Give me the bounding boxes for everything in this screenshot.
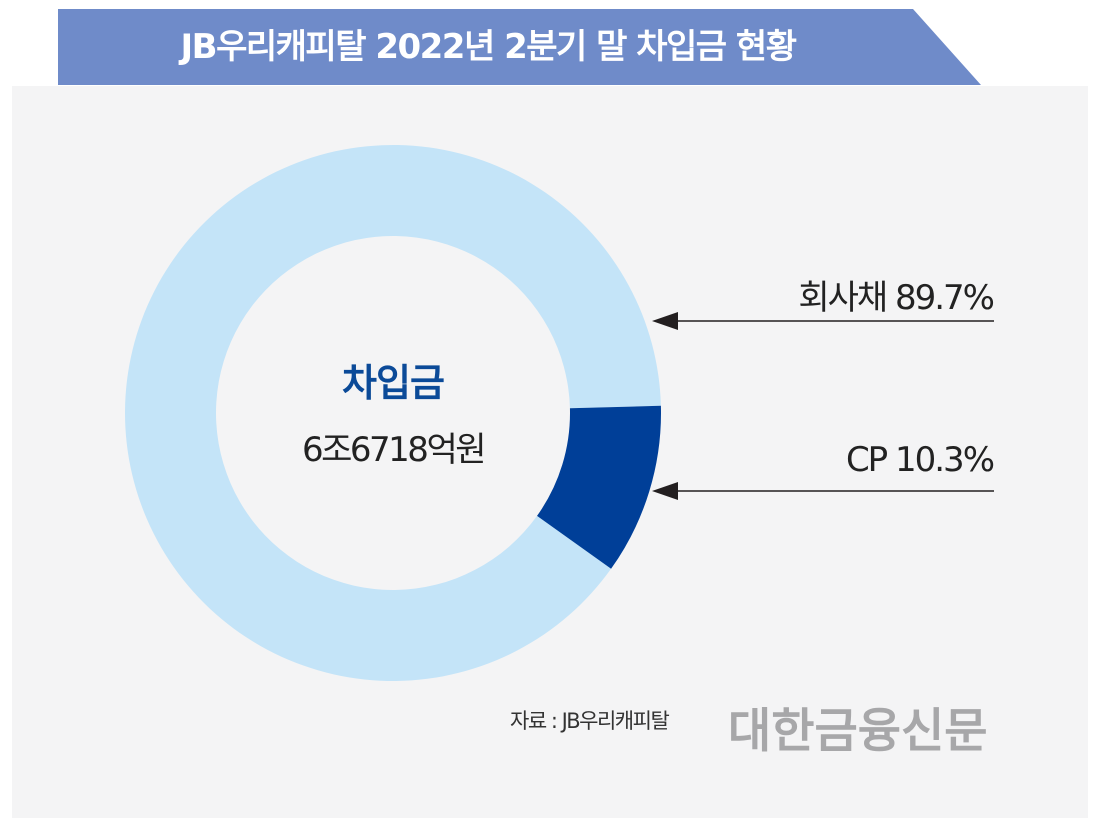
source-credit: 자료 : JB우리캐피탈	[510, 709, 670, 733]
donut-slice-cp	[537, 405, 661, 569]
donut-slice-company-bond	[124, 145, 661, 682]
arrowhead-cp	[652, 482, 678, 500]
donut-center-value: 6조6718억원	[302, 430, 487, 470]
title-banner-shape	[58, 9, 981, 85]
arrowhead-company-bond	[652, 312, 678, 330]
donut-slices	[124, 145, 661, 682]
publisher-logo: 대한금융신문	[728, 704, 988, 759]
donut-center-label: 차입금	[342, 361, 445, 405]
title-banner	[58, 9, 981, 85]
leader-lines	[652, 312, 994, 500]
slice-label-company-bond: 회사채 89.7%	[798, 278, 995, 318]
slice-label-cp: CP 10.3%	[845, 440, 995, 480]
chart-title: JB우리캐피탈 2022년 2분기 말 차입금 현황	[180, 27, 797, 67]
